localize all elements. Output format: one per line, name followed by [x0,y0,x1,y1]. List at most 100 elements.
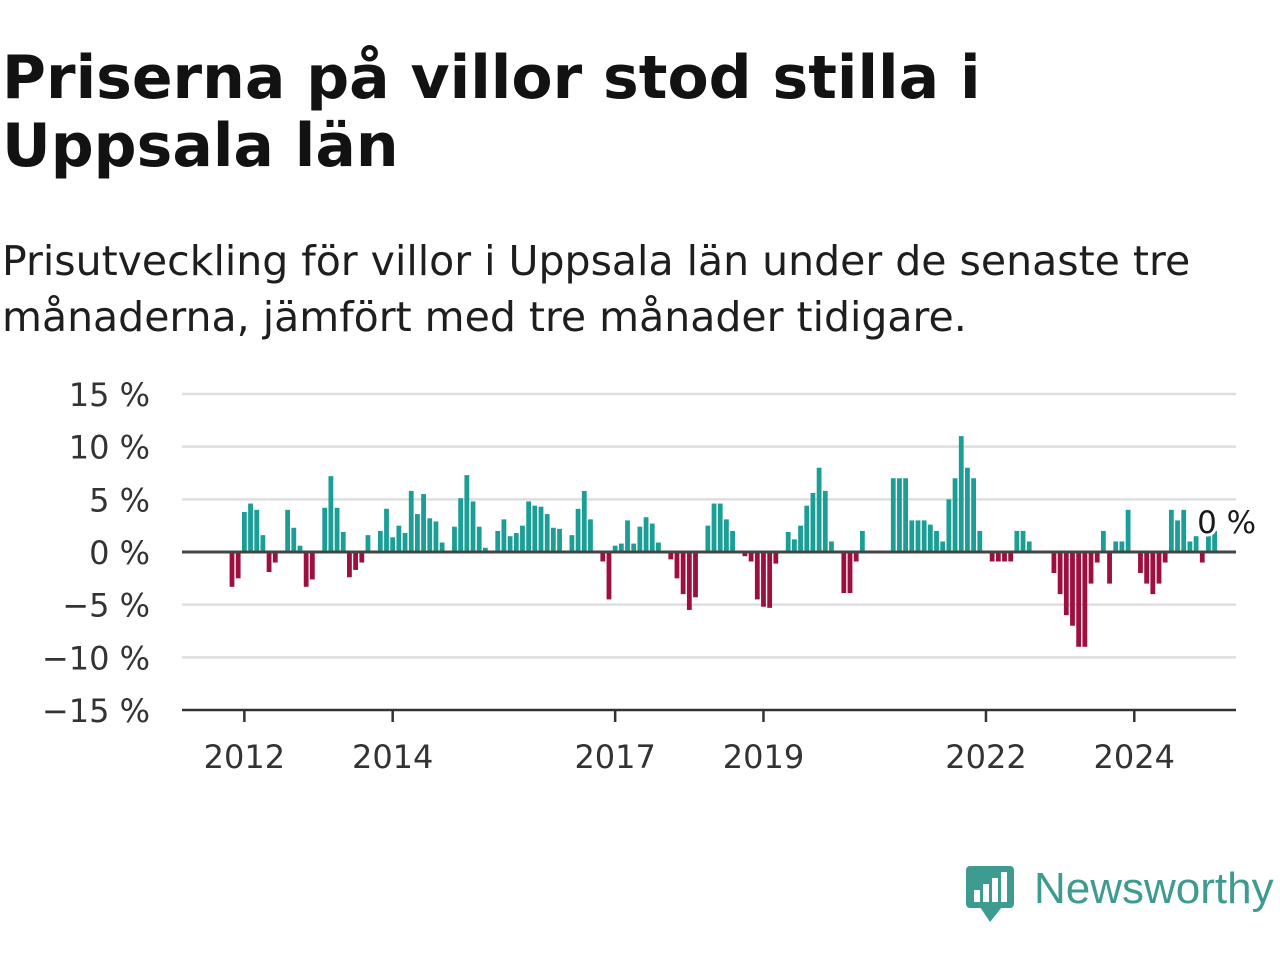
bar [384,508,389,552]
bar [958,436,964,552]
bar [618,543,624,552]
bar [822,490,828,552]
bar [272,552,278,563]
bar [575,508,581,552]
bar [1193,536,1199,552]
bar [328,476,334,552]
bar [359,552,365,563]
bar [421,494,426,552]
chart-subtitle: Prisutveckling för villor i Uppsala län … [2,237,1191,341]
bar [816,467,822,552]
bar [544,514,550,552]
bar [909,520,915,552]
y-axis-labels: 15 % 10 % 5 % 0 % −5 % −10 % −15 % [42,376,150,730]
bar [785,531,791,552]
bar [649,523,655,552]
bar [705,525,711,552]
bar [952,478,958,552]
bar [1094,552,1100,563]
bar [1199,552,1205,563]
bar [1187,541,1193,552]
bar [581,490,587,552]
y-tick-label: 5 % [89,481,150,519]
bar [334,507,340,552]
bar [396,525,402,552]
x-tick-label: 2024 [1094,738,1175,776]
bar [637,526,643,552]
bar [340,531,346,552]
bar [464,475,470,552]
bar [1076,552,1082,647]
bar [285,509,291,552]
bar [433,521,439,552]
bar-chart-speech-bubble-icon [966,866,1014,922]
bar [1100,530,1106,552]
bar [538,506,544,552]
bar [791,539,797,552]
bar [717,503,723,552]
bar [829,541,834,552]
bar [390,537,396,552]
y-tick-label: −15 % [42,692,150,730]
bar [977,530,983,552]
brand-name: Newsworthy [1034,864,1274,913]
bar [452,526,457,552]
bar [1144,552,1150,584]
bar [513,533,519,552]
bar [897,478,902,552]
bar [248,503,253,552]
bar [1057,552,1063,595]
bar [482,547,488,552]
chart-title: Priserna på villor stod stilla i Uppsala… [2,43,981,181]
bar [260,535,266,552]
bar [229,552,235,587]
bar [1168,509,1174,552]
bar [439,542,445,552]
newsworthy-logo: Newsworthy [962,862,1274,928]
bar [1070,552,1075,626]
bar [402,533,408,552]
bar [353,552,358,570]
bar [347,552,352,578]
bar [841,552,847,594]
bar [643,517,649,552]
bar [365,535,371,552]
bar [810,493,816,552]
bar [989,552,995,562]
bar [761,552,766,607]
bar [748,552,754,562]
bar [674,552,680,579]
bar [1002,552,1007,562]
bar [668,552,674,560]
bar [241,511,247,552]
bar [680,552,686,595]
bar [971,478,976,552]
bar [686,552,692,610]
bar [965,467,970,552]
bar [235,552,241,579]
bar [1119,541,1125,552]
axes [182,550,1236,722]
bar [1162,552,1168,563]
bar [606,552,612,600]
bar [995,552,1001,562]
bar [804,505,810,552]
bar [254,509,260,552]
bar [847,552,853,594]
bar [322,507,328,552]
bar [711,503,717,552]
bar [1175,520,1180,552]
grid-lines [182,392,1236,659]
bar [693,552,698,598]
bar [1181,509,1187,552]
x-tick-label: 2014 [352,738,433,776]
bar [934,530,939,552]
bar-chart: 15 %10 %5 %0 %−5 %−10 %−15 % 2012 2014 201… [42,376,1259,776]
bar [470,501,476,552]
bar [1107,552,1112,584]
bar [291,527,297,552]
x-axis-labels: 2012 2014 2017 2019 2022 2024 [204,738,1175,776]
bar [859,530,865,552]
bar [631,543,637,552]
bar [915,520,921,552]
